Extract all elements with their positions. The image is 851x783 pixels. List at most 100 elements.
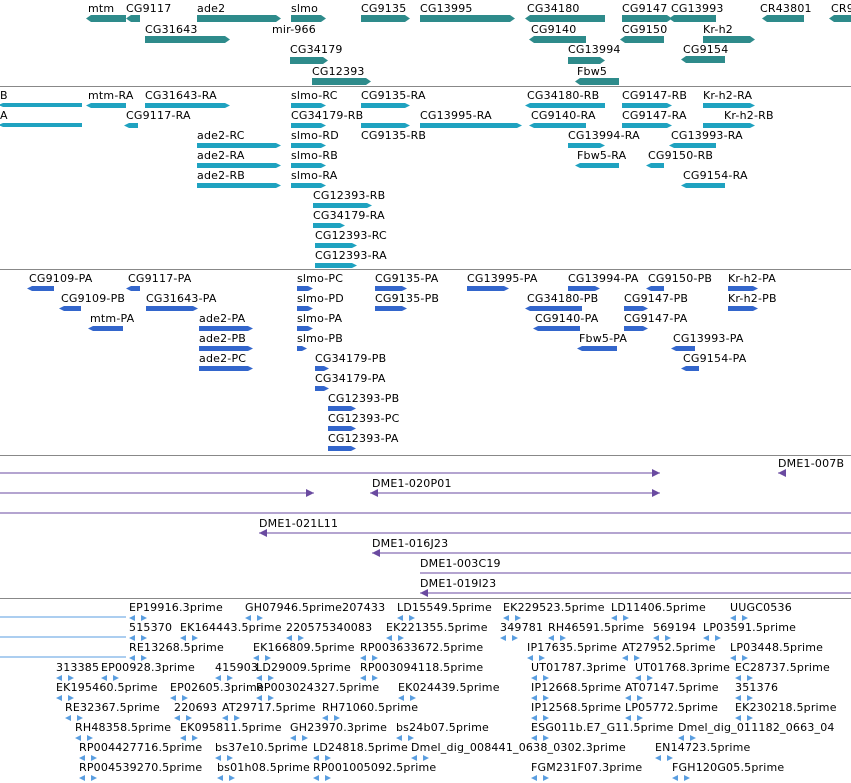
transcript-glyph[interactable]: [287, 161, 328, 170]
protein-label[interactable]: CG9150-PB: [648, 272, 713, 285]
transcript-glyph[interactable]: [193, 181, 283, 190]
est-glyph[interactable]: [360, 655, 384, 661]
transcript-glyph[interactable]: [357, 101, 412, 110]
est-glyph[interactable]: [500, 635, 524, 641]
gene-glyph[interactable]: [357, 13, 412, 24]
est-glyph[interactable]: [313, 775, 337, 781]
est-label[interactable]: AT29717.5prime: [222, 701, 316, 714]
clone-glyph[interactable]: [0, 468, 851, 478]
est-glyph[interactable]: [386, 635, 410, 641]
transcript-label[interactable]: CG9150-RB: [648, 149, 714, 162]
est-glyph[interactable]: [215, 755, 239, 761]
transcript-label[interactable]: CG13995-RA: [420, 109, 492, 122]
est-label[interactable]: 313385: [56, 661, 100, 674]
gene-glyph[interactable]: [618, 13, 674, 24]
est-label[interactable]: Dmel_dig_011182_0663_04: [678, 721, 835, 734]
transcript-glyph[interactable]: [416, 121, 524, 130]
transcript-glyph[interactable]: [699, 121, 757, 130]
clone-glyph[interactable]: [0, 468, 851, 478]
clone-glyph[interactable]: [0, 528, 851, 538]
protein-label[interactable]: slmo-PC: [297, 272, 344, 285]
protein-glyph[interactable]: [669, 344, 699, 353]
protein-label[interactable]: CG9109-PB: [61, 292, 126, 305]
clone-glyph[interactable]: [0, 568, 851, 578]
protein-label[interactable]: CG13994-PA: [568, 272, 639, 285]
est-label[interactable]: FGH120G05.5prime: [672, 761, 785, 774]
est-glyph[interactable]: [735, 675, 759, 681]
transcript-label[interactable]: Fbw5-RA: [577, 149, 627, 162]
transcript-label[interactable]: slmo-RB: [291, 149, 338, 162]
protein-glyph[interactable]: [371, 284, 409, 293]
protein-label[interactable]: CG9135-PA: [375, 272, 439, 285]
transcript-label[interactable]: CG34179-RB: [291, 109, 364, 122]
est-glyph[interactable]: [180, 735, 204, 741]
est-label[interactable]: EK024439.5prime: [398, 681, 500, 694]
transcript-label[interactable]: Kr-h2-RA: [703, 89, 753, 102]
protein-glyph[interactable]: [195, 324, 255, 333]
transcript-glyph[interactable]: [357, 121, 412, 130]
est-label[interactable]: RH71060.5prime: [322, 701, 419, 714]
clone-label[interactable]: DME1-020P01: [372, 477, 452, 490]
est-label[interactable]: bs24b07.5prime: [396, 721, 490, 734]
est-glyph[interactable]: [625, 695, 649, 701]
gene-label[interactable]: CG9140: [531, 23, 577, 36]
est-label[interactable]: 515370: [129, 621, 173, 634]
est-glyph[interactable]: [625, 715, 649, 721]
transcript-glyph[interactable]: [122, 121, 142, 130]
gene-label[interactable]: Fbw5: [577, 65, 608, 78]
est-glyph[interactable]: [611, 615, 635, 621]
protein-label[interactable]: slmo-PA: [297, 312, 343, 325]
transcript-label[interactable]: CG13993-RA: [671, 129, 743, 142]
est-glyph[interactable]: [101, 675, 125, 681]
protein-label[interactable]: Kr-h2-PA: [728, 272, 776, 285]
gene-label[interactable]: CG9147: [622, 2, 668, 15]
est-glyph[interactable]: [360, 675, 384, 681]
est-label[interactable]: IP17635.5prime: [527, 641, 618, 654]
est-label[interactable]: EC28737.5prime: [735, 661, 830, 674]
protein-label[interactable]: mtm-PA: [90, 312, 135, 325]
est-label[interactable]: LD11406.5prime: [611, 601, 706, 614]
transcript-glyph[interactable]: [141, 101, 232, 110]
est-glyph[interactable]: [730, 615, 754, 621]
est-label[interactable]: 349781: [500, 621, 544, 634]
transcript-glyph[interactable]: [644, 161, 668, 170]
est-glyph[interactable]: [548, 635, 572, 641]
est-label[interactable]: UT01787.3prime: [531, 661, 627, 674]
transcript-glyph[interactable]: [193, 141, 283, 150]
est-glyph[interactable]: [397, 615, 421, 621]
gene-glyph[interactable]: [141, 34, 232, 45]
est-label[interactable]: EP19916.3prime: [129, 601, 223, 614]
protein-label[interactable]: CG34180-PB: [527, 292, 599, 305]
est-label[interactable]: EP02605.3prime: [170, 681, 264, 694]
est-glyph[interactable]: [531, 715, 555, 721]
transcript-glyph[interactable]: [527, 121, 590, 130]
gene-glyph[interactable]: [760, 13, 808, 24]
est-glyph[interactable]: [180, 635, 204, 641]
transcript-label[interactable]: slmo-RA: [291, 169, 338, 182]
protein-glyph[interactable]: [575, 344, 621, 353]
gene-label[interactable]: CG31643: [145, 23, 198, 36]
protein-glyph[interactable]: [324, 404, 358, 413]
est-label[interactable]: RH48358.5prime: [75, 721, 172, 734]
est-glyph[interactable]: [170, 695, 194, 701]
transcript-label[interactable]: CG9154-RA: [683, 169, 748, 182]
transcript-glyph[interactable]: [287, 101, 328, 110]
transcript-glyph[interactable]: [618, 121, 674, 130]
est-glyph[interactable]: [735, 695, 759, 701]
est-label[interactable]: EK166809.5prime: [253, 641, 355, 654]
clone-glyph[interactable]: [0, 488, 851, 498]
gene-label[interactable]: CG9154: [683, 43, 729, 56]
est-label[interactable]: EK221355.5prime: [386, 621, 488, 634]
est-label[interactable]: LD15549.5prime: [397, 601, 492, 614]
est-glyph[interactable]: [56, 695, 80, 701]
transcript-glyph[interactable]: [573, 161, 623, 170]
gene-label[interactable]: CG34179: [290, 43, 343, 56]
clone-label[interactable]: DME1-007B: [778, 457, 845, 470]
gene-label[interactable]: Kr-h2: [703, 23, 733, 36]
transcript-glyph[interactable]: [287, 141, 328, 150]
clone-label[interactable]: DME1-019I23: [420, 577, 497, 590]
est-label[interactable]: GH07946.5prime207433: [245, 601, 386, 614]
protein-glyph[interactable]: [620, 304, 650, 313]
est-glyph[interactable]: [256, 695, 280, 701]
est-label[interactable]: LP03448.5prime: [730, 641, 824, 654]
